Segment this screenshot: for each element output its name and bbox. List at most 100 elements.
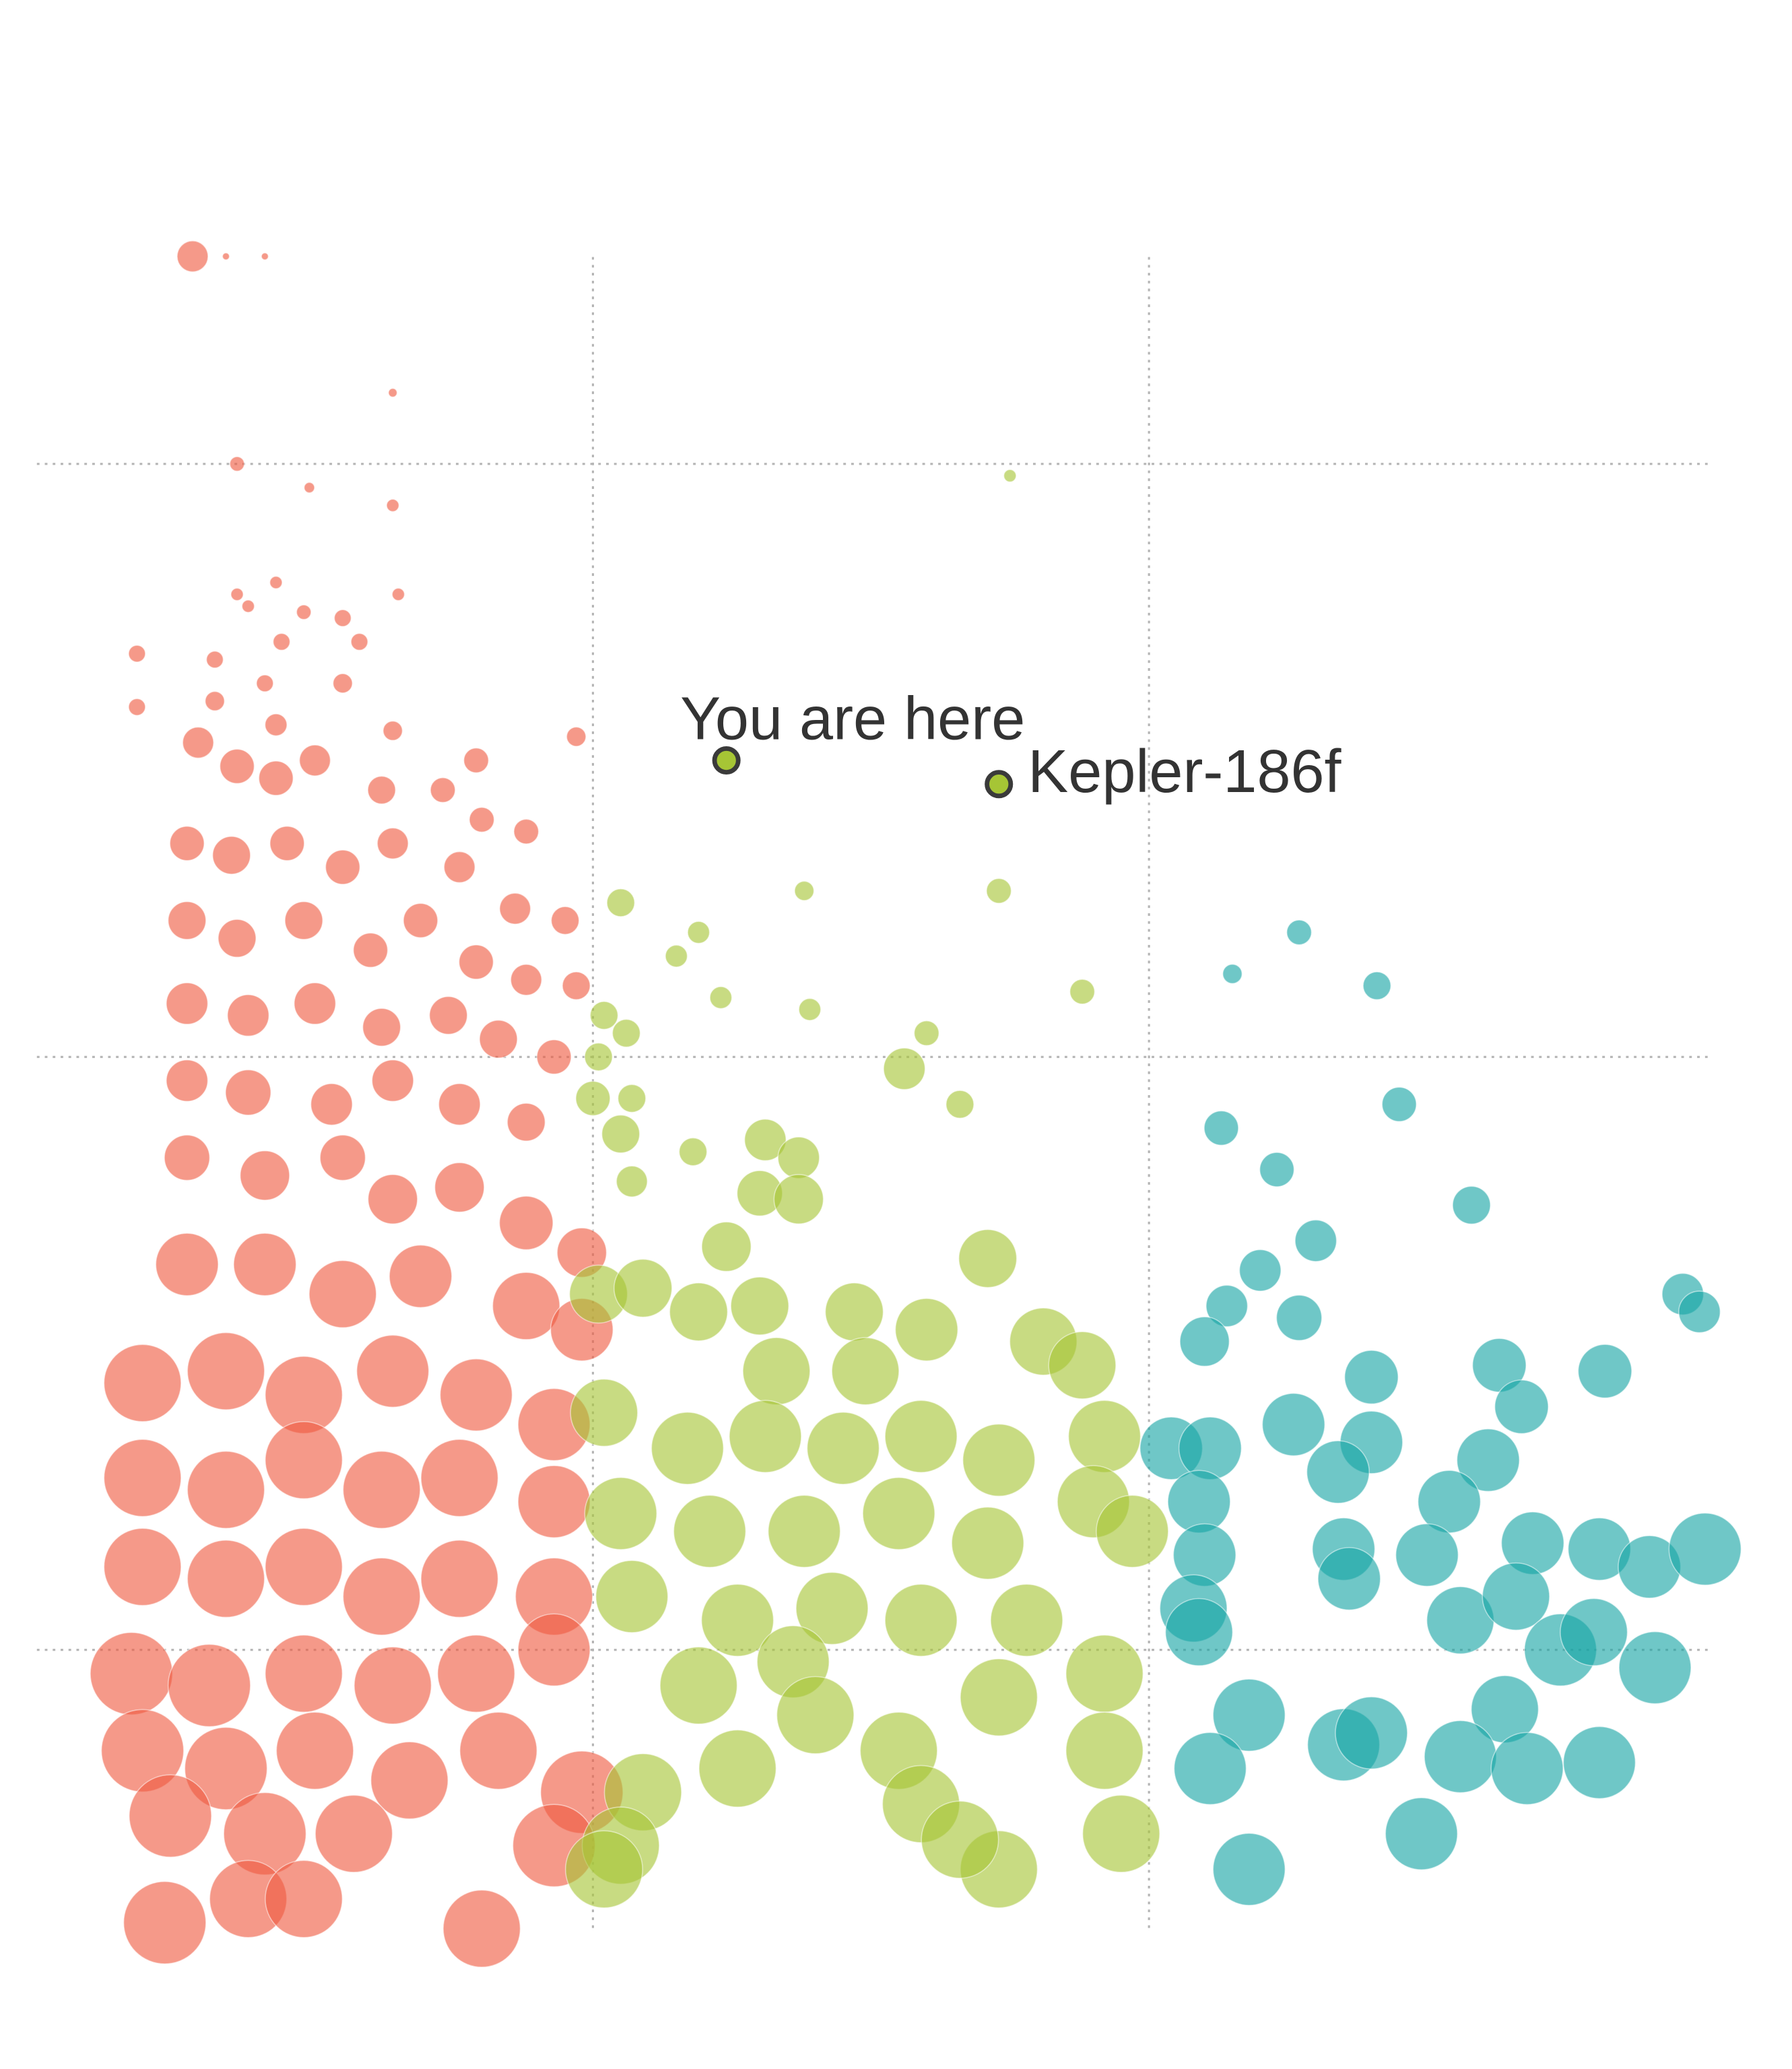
data-points [90,240,1742,1968]
data-point [458,944,494,980]
data-point [1452,1185,1491,1225]
data-point [1222,963,1243,985]
data-point [388,387,398,398]
data-point [420,1439,499,1517]
data-point [459,1711,538,1790]
data-point [308,1259,377,1329]
data-point [678,1137,708,1167]
data-point [205,651,224,669]
data-point [225,1069,271,1116]
data-point [182,726,214,759]
data-point [367,775,397,805]
data-point [776,1676,855,1754]
data-point [442,1889,521,1968]
data-point [443,851,476,884]
data-point [913,1020,940,1047]
data-point [187,1450,265,1530]
data-point [371,1059,414,1103]
data-point [129,1774,212,1858]
data-point [391,587,405,601]
data-point [1082,1794,1160,1873]
data-point [669,1282,729,1342]
data-point [128,698,146,717]
data-point [1560,1598,1628,1666]
data-point [701,1221,752,1272]
data-point [350,632,368,651]
data-point [332,673,354,694]
data-point [439,1358,513,1432]
data-point [258,760,294,796]
data-point [233,1233,297,1296]
data-point [1259,1152,1295,1187]
data-point [264,713,288,737]
data-point [239,1150,290,1201]
data-point [1562,1726,1636,1800]
data-point [1178,1416,1242,1480]
data-point [1205,1284,1249,1327]
you-are-here-label: You are here [680,686,1025,753]
data-point [386,498,400,513]
data-point [517,1613,591,1687]
data-point [1618,1631,1692,1705]
data-point [1381,1086,1417,1122]
data-point [164,1134,211,1181]
data-point [795,1571,869,1645]
data-point [951,1506,1024,1580]
data-point [166,1059,209,1103]
data-point [824,1282,884,1342]
data-point [176,240,209,273]
data-point [469,806,495,833]
data-point [226,994,270,1037]
data-point [777,1136,820,1179]
data-point [611,1018,641,1048]
data-point [325,849,361,885]
data-point [517,1465,591,1538]
data-point [103,1439,182,1517]
data-point [383,720,403,742]
data-point [990,1583,1063,1657]
data-point [218,919,257,958]
data-point [1335,1696,1408,1770]
data-point [806,1412,880,1485]
data-point [1164,1598,1234,1666]
data-point [1179,1316,1230,1367]
data-point [1577,1344,1632,1399]
data-point [370,1741,449,1820]
data-point [298,744,331,777]
data-point [90,1632,174,1715]
data-point [314,1794,393,1873]
data-point [862,1476,935,1550]
data-point [241,599,255,614]
data-point [265,1860,343,1938]
data-point [294,982,337,1025]
data-point [319,1134,366,1181]
data-point [601,1114,640,1154]
data-point [437,1634,516,1713]
data-point [673,1495,747,1568]
data-point [616,1165,649,1197]
data-point [665,944,688,968]
data-point [103,1344,182,1422]
data-point [1238,1249,1282,1292]
data-point [730,1276,789,1336]
data-point [284,900,323,940]
data-point [564,1830,644,1909]
data-point [269,826,305,861]
data-point [430,777,456,803]
data-point [1275,1294,1323,1342]
data-point [1048,1331,1117,1400]
data-point [1490,1732,1564,1806]
data-point [479,1020,518,1059]
data-point [1306,1440,1370,1504]
data-point [589,1001,619,1030]
data-point [103,1528,182,1606]
kepler-186f-marker [985,770,1014,799]
data-point [1668,1512,1742,1586]
data-point [1286,919,1313,946]
data-point [169,826,205,861]
data-point [155,1233,219,1296]
data-point [128,645,146,663]
data-point [506,1103,546,1142]
data-point [219,748,255,785]
